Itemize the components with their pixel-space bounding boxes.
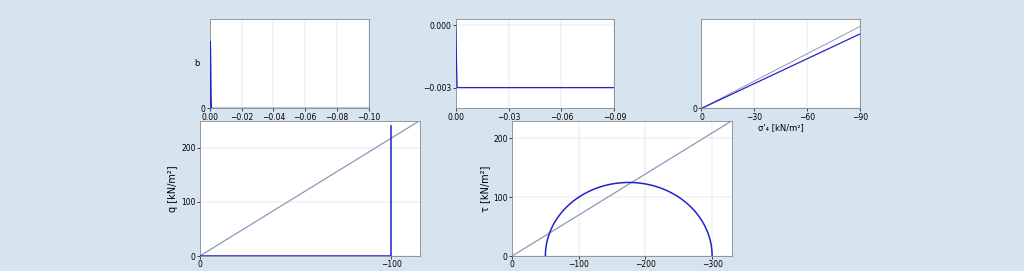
Y-axis label: b: b <box>194 59 200 68</box>
X-axis label: ε₄: ε₄ <box>286 123 293 132</box>
Y-axis label: τ [kN/m²]: τ [kN/m²] <box>480 165 490 212</box>
X-axis label: ε₄: ε₄ <box>531 123 539 132</box>
Y-axis label: q [kN/m²]: q [kN/m²] <box>168 165 178 212</box>
X-axis label: σ'₄ [kN/m²]: σ'₄ [kN/m²] <box>758 123 804 132</box>
